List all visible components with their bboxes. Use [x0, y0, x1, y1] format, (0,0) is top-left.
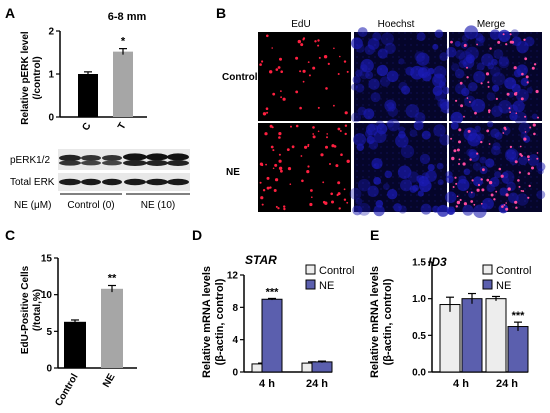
y-tick-label: 1: [48, 70, 54, 81]
legend-swatch-ne: [305, 279, 316, 290]
bar: [78, 74, 98, 117]
x-tick-label: 24 h: [496, 378, 518, 390]
y-tick-label: 10: [41, 290, 53, 301]
legend-label-control: Control: [496, 265, 531, 277]
panel-e-chart: 0.0 0.5 1.0 1.5 4 h 24 h ***: [412, 258, 529, 390]
legend-label-ne: NE: [319, 280, 334, 292]
y-tick-label: 0: [48, 113, 54, 124]
panel-a-chart: 0 1 2 C T *: [48, 27, 147, 133]
micrograph-tile: [445, 25, 542, 125]
blot-bands-perk: [59, 153, 189, 166]
bar: [485, 298, 507, 373]
significance-marker: ***: [266, 286, 280, 298]
y-tick-label: 5: [46, 327, 52, 338]
blot-row-label-perk: pERK1/2: [10, 155, 50, 166]
micrograph-tile: [258, 32, 351, 121]
x-tick-label: NE: [101, 372, 118, 390]
bar: [113, 51, 133, 117]
legend-label-control: Control: [319, 265, 354, 277]
y-tick-label: 15: [41, 254, 53, 265]
bar: [101, 288, 123, 368]
y-tick-label: 4: [232, 335, 238, 346]
significance-marker: **: [108, 273, 117, 285]
panel-b-row-ne: NE: [226, 167, 240, 178]
panel-d-ylabel-1: Relative mRNA levels: [201, 266, 213, 378]
micrograph-tile: [349, 118, 451, 217]
panel-c-ylabel-1: EdU-Positive Cells: [20, 265, 31, 354]
x-tick-label: 4 h: [259, 378, 275, 390]
panel-letter-d: D: [192, 227, 202, 243]
y-tick-label: 0.0: [412, 368, 426, 379]
micrograph-tile: [350, 27, 453, 124]
bar: [461, 298, 483, 373]
panel-d-gene: STAR: [245, 253, 277, 267]
panel-c: EdU-Positive Cells (/total,%) 0 5 10 15 Cont…: [20, 254, 137, 408]
panel-b-row-control: Control: [222, 72, 258, 83]
blot-group-control: Control (0): [67, 200, 114, 211]
panel-a-subtitle: 6-8 mm: [108, 11, 147, 23]
x-tick-label: 4 h: [453, 378, 469, 390]
blot-bands-total-erk: [59, 178, 189, 186]
panel-d-ylabel-2: (β-actin, control): [214, 278, 226, 365]
panel-c-chart: 0 5 10 15 Control NE **: [41, 254, 137, 408]
y-tick-label: 2: [48, 27, 54, 38]
panel-d-chart: 0 4 8 12 4 h 24 h ***: [227, 271, 333, 390]
blot-treatment-label: NE (μM): [14, 200, 51, 211]
bar: [64, 321, 86, 368]
blot-row-label-total-erk: Total ERK: [10, 177, 55, 188]
legend-swatch-control: [305, 264, 316, 275]
panel-e-ylabel-1: Relative mRNA levels: [369, 266, 381, 378]
legend-swatch-control: [482, 264, 493, 275]
x-tick-label: T: [116, 121, 129, 132]
panel-c-ylabel-2: (/total,%): [32, 289, 43, 331]
panel-d: Relative mRNA levels (β-actin, control) …: [201, 253, 354, 390]
panel-b-col-merge: Merge: [477, 19, 506, 30]
bar: [311, 361, 333, 373]
x-tick-label: Control: [53, 372, 80, 408]
panel-e: Relative mRNA levels (β-actin, control) …: [369, 255, 531, 390]
bar: [261, 298, 283, 373]
panel-e-legend: Control NE: [482, 264, 531, 292]
x-tick-label: 24 h: [306, 378, 328, 390]
panel-b-col-hoechst: Hoechst: [378, 19, 415, 30]
x-tick-label: C: [80, 121, 93, 133]
panel-a-ylabel-2: (/control): [32, 56, 43, 99]
micrograph-tile: [445, 121, 546, 219]
legend-label-ne: NE: [496, 280, 511, 292]
significance-marker: ***: [512, 310, 526, 322]
micrograph-grid: [258, 25, 546, 219]
y-tick-label: 12: [227, 271, 239, 282]
panel-d-legend: Control NE: [305, 264, 354, 292]
bar: [439, 304, 461, 373]
panel-b: EdU Hoechst Merge Control NE: [222, 19, 546, 219]
y-tick-label: 1.0: [412, 294, 426, 305]
blot-group-ne: NE (10): [141, 200, 175, 211]
significance-marker: *: [121, 36, 126, 48]
panel-b-col-edu: EdU: [291, 19, 310, 30]
bar: [507, 326, 529, 373]
y-tick-label: 0: [46, 364, 52, 375]
micrograph-tile: [258, 123, 351, 212]
y-tick-label: 0.5: [412, 331, 426, 342]
y-tick-label: 1.5: [412, 258, 426, 269]
y-tick-label: 8: [232, 303, 238, 314]
panel-letter-a: A: [5, 5, 15, 21]
panel-e-ylabel-2: (β-actin, control): [382, 278, 394, 365]
panel-a: 6-8 mm Relative pERK level (/control) 0 1…: [10, 11, 190, 211]
panel-a-ylabel-1: Relative pERK level: [20, 31, 31, 125]
y-tick-label: 0: [232, 368, 238, 379]
panel-letter-c: C: [5, 227, 15, 243]
panel-letter-e: E: [370, 227, 379, 243]
legend-swatch-ne: [482, 279, 493, 290]
panel-letter-b: B: [216, 5, 226, 21]
